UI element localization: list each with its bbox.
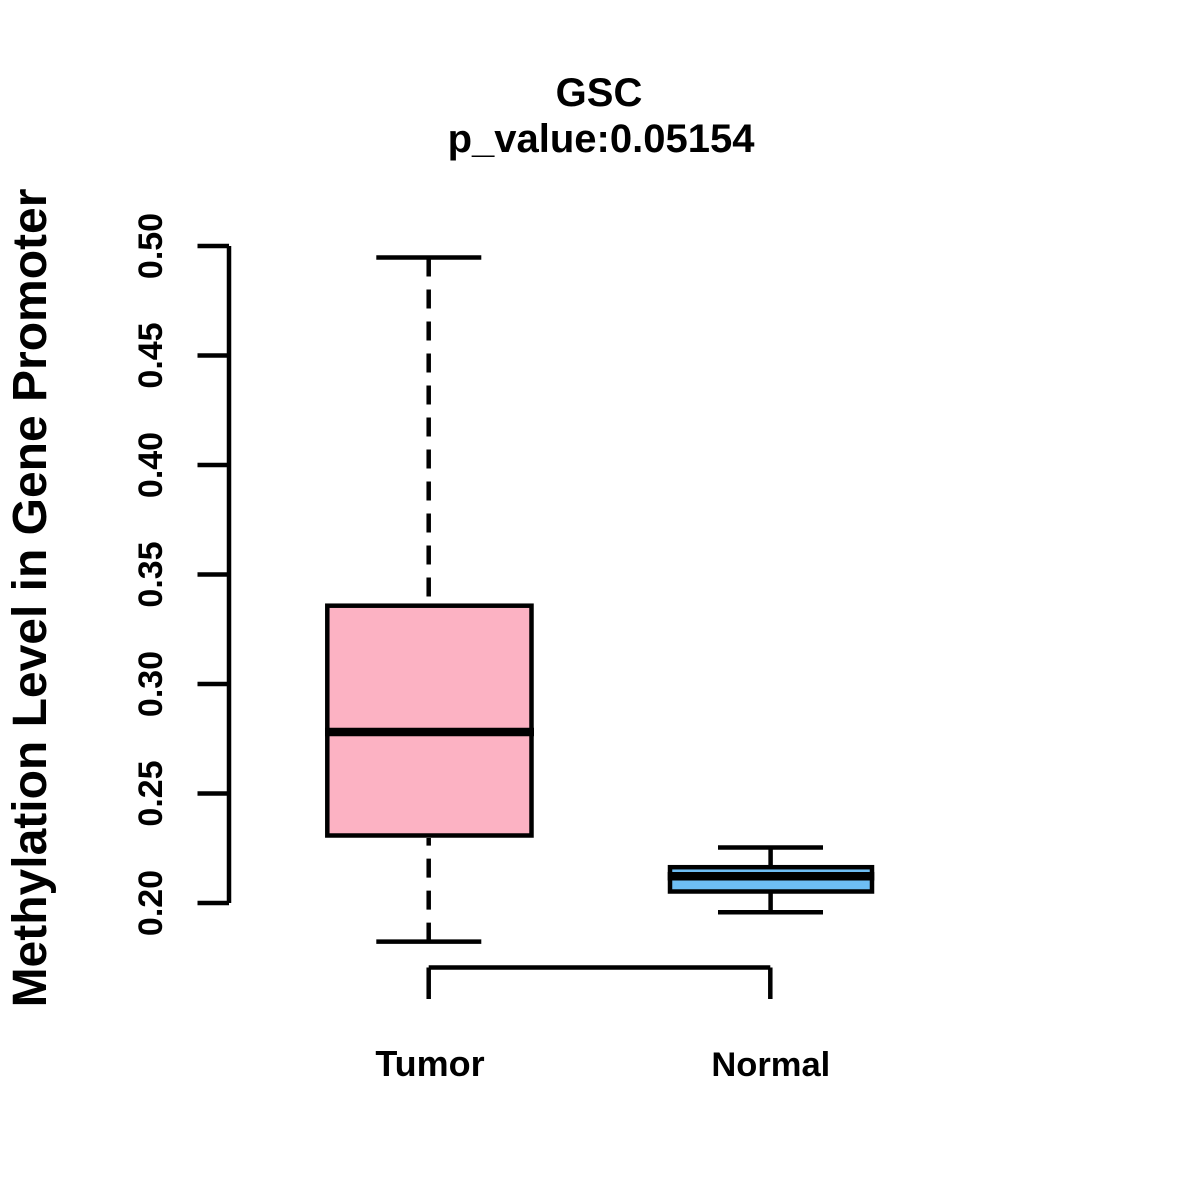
svg-text:0.35: 0.35 xyxy=(132,541,170,607)
svg-text:0.40: 0.40 xyxy=(132,432,170,498)
svg-text:Tumor: Tumor xyxy=(375,1043,484,1084)
svg-text:p_value:0.05154: p_value:0.05154 xyxy=(448,117,756,161)
svg-text:0.50: 0.50 xyxy=(132,213,170,279)
svg-text:0.20: 0.20 xyxy=(132,870,170,936)
svg-text:0.30: 0.30 xyxy=(132,651,170,717)
svg-text:GSC: GSC xyxy=(556,71,643,115)
svg-text:0.25: 0.25 xyxy=(132,760,170,826)
svg-text:Normal: Normal xyxy=(711,1046,830,1084)
svg-text:Methylation Level in Gene Prom: Methylation Level in Gene Promoter xyxy=(4,189,57,1008)
svg-text:0.45: 0.45 xyxy=(132,322,170,388)
